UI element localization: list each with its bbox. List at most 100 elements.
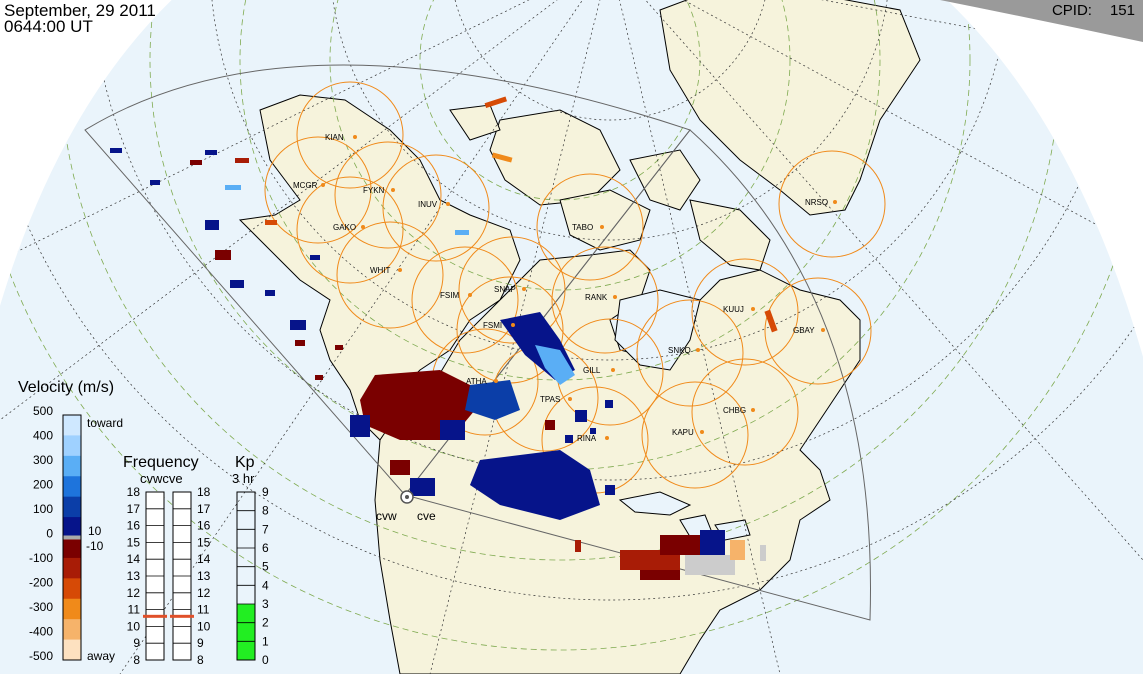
frequency-tick-right: 10: [197, 619, 211, 633]
site-dot-kuuj: [751, 307, 755, 311]
frequency-tick-right: 11: [197, 603, 210, 617]
velocity-swatch: [63, 415, 81, 436]
velocity-tick-label: 300: [33, 453, 53, 467]
site-dot-atha: [494, 379, 498, 383]
frequency-tick-right: 14: [197, 552, 211, 566]
daylight-terminator: [940, 0, 1143, 42]
velocity-zero-band: [63, 535, 81, 540]
velocity-swatch: [63, 557, 81, 579]
velocity-swatch: [63, 537, 81, 559]
velocity-legend: Velocity (m/s) 500 400 300 200 100 0 -100 -200 -…: [18, 379, 123, 663]
cpid-label-text: CPID:: [1051, 2, 1092, 19]
velocity-tick-label: -200: [29, 576, 53, 590]
frequency-tick-left: 17: [127, 502, 141, 516]
kp-panel: Kp 3 hr 9 8 7 6 5 4 3 2 1 0: [232, 454, 269, 667]
radar-label-cve: cve: [417, 509, 436, 523]
frequency-tick-left: 8: [133, 653, 140, 667]
site-dot-snkq: [696, 348, 700, 352]
site-dot-mcgr: [321, 183, 325, 187]
site-dot-fykn: [391, 188, 395, 192]
velocity-swatch: [63, 476, 81, 498]
frequency-panel: Frequency cvwcve 18171615141312111098181…: [123, 454, 211, 667]
frequency-tick-left: 9: [133, 636, 140, 650]
velocity-echoes: [110, 96, 778, 580]
site-label-rank: RANK: [585, 293, 608, 302]
date-label: September, 29 2011: [4, 1, 156, 20]
site-label-rina: RINA: [577, 434, 597, 443]
velocity-swatch: [63, 598, 81, 620]
kp-subtitle: 3 hr: [232, 471, 255, 486]
site-dot-gill: [611, 368, 615, 372]
kp-tick-label: 2: [262, 616, 269, 630]
frequency-tick-right: 16: [197, 519, 211, 533]
site-label-nrsq: NRSQ: [805, 198, 828, 207]
velocity-swatch: [63, 455, 81, 477]
frequency-ticks: 18 17 16 15 14 13 12 11 10 9 8 18 17 16 15 14 13 12 11 10 9 8: [127, 485, 211, 667]
frequency-tick-right: 15: [197, 535, 211, 549]
velocity-swatch: [63, 496, 81, 518]
velocity-tick-label: 400: [33, 429, 53, 443]
frequency-tick-left: 12: [127, 586, 141, 600]
frequency-title: Frequency: [123, 454, 199, 471]
hudson-bay: [614, 289, 701, 371]
frequency-tick-left: 14: [127, 552, 141, 566]
kp-title: Kp: [235, 454, 255, 471]
site-dot-gako: [361, 225, 365, 229]
velocity-swatch: [63, 639, 81, 661]
kp-tick-label: 4: [262, 578, 269, 592]
site-dot-fsmi: [511, 323, 515, 327]
site-label-fykn: FYKN: [363, 186, 385, 195]
kp-tick-label: 5: [262, 560, 269, 574]
velocity-tick-label: -500: [29, 649, 53, 663]
site-dot-kapu: [700, 430, 704, 434]
site-dot-chbg: [751, 408, 755, 412]
velocity-swatch: [63, 619, 81, 641]
site-label-gako: GAKO: [333, 223, 356, 232]
velocity-away-label: away: [87, 649, 115, 663]
site-dot-gbay: [821, 328, 825, 332]
site-dot-kian: [353, 135, 357, 139]
land-masses: [238, 0, 921, 674]
velocity-tick-label: 500: [33, 404, 53, 418]
frequency-subtitle: cvwcve: [140, 471, 183, 486]
kp-tick-label: 6: [262, 541, 269, 555]
kp-tick-label: 3: [262, 597, 269, 611]
frequency-tick-right: 13: [197, 569, 211, 583]
site-label-chbg: CHBG: [723, 406, 746, 415]
frequency-tick-left: 16: [127, 519, 141, 533]
frequency-tick-right: 12: [197, 586, 211, 600]
frequency-tick-left: 15: [127, 535, 141, 549]
velocity-swatch: [63, 435, 81, 457]
site-dot-tpas: [568, 397, 572, 401]
frequency-tick-left: 10: [127, 619, 141, 633]
velocity-tick-label: -400: [29, 625, 53, 639]
frequency-tick-left: 11: [128, 603, 141, 617]
site-label-mcgr: MCGR: [293, 181, 318, 190]
kp-tick-label: 8: [262, 504, 269, 518]
site-label-snkq: SNKQ: [668, 346, 691, 355]
radar-site-labels: KIAN MCGR FYKN INUV GAKO WHIT TABO NRSQ FSIM SNAP…: [293, 133, 837, 443]
frequency-tick-left: 13: [127, 569, 141, 583]
site-dot-rina: [605, 436, 609, 440]
frequency-marker-cve: [170, 614, 194, 618]
site-dot-nrsq: [833, 200, 837, 204]
kp-tick-label: 1: [262, 634, 269, 648]
frequency-marker-cvw: [143, 614, 167, 618]
frequency-tick-right: 17: [197, 502, 211, 516]
site-dot-rank: [613, 295, 617, 299]
velocity-tick-label: -100: [29, 551, 53, 565]
site-dot-fsim: [468, 293, 472, 297]
site-label-tabo: TABO: [572, 223, 593, 232]
kp-level-fill: [237, 604, 255, 660]
site-label-fsim: FSIM: [440, 291, 459, 300]
site-label-tpas: TPAS: [540, 395, 560, 404]
velocity-tick-label: 100: [33, 502, 53, 516]
velocity-legend-title: Velocity (m/s): [18, 379, 114, 396]
radar-fields-of-view: [84, 64, 871, 621]
site-label-kuuj: KUUJ: [723, 305, 744, 314]
radar-label-cvw: cvw: [376, 509, 397, 523]
site-dot-tabo: [600, 225, 604, 229]
velocity-tick-label: 200: [33, 478, 53, 492]
radar-site-marker: [400, 490, 414, 504]
